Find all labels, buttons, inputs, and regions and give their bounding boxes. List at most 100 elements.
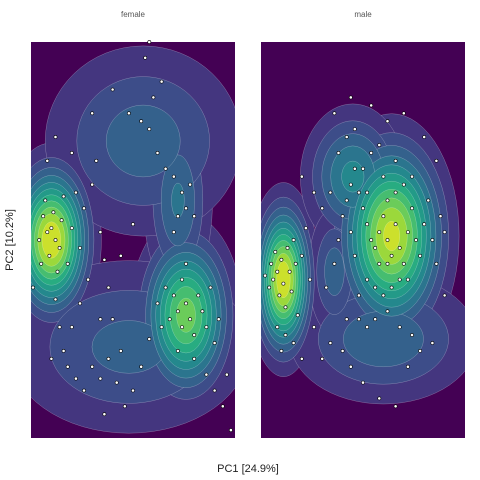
data-point bbox=[98, 317, 103, 322]
data-point bbox=[344, 135, 349, 139]
data-point bbox=[291, 341, 296, 345]
data-point bbox=[155, 301, 160, 306]
data-point bbox=[275, 269, 280, 274]
data-point bbox=[365, 222, 370, 227]
data-point bbox=[397, 277, 402, 282]
data-point bbox=[271, 277, 276, 282]
data-point bbox=[273, 249, 278, 254]
data-point bbox=[332, 261, 337, 266]
data-point bbox=[410, 174, 414, 179]
data-point bbox=[171, 230, 176, 235]
density-contour-level-3-peak-3 bbox=[105, 104, 181, 178]
facet-panel-female bbox=[31, 40, 235, 438]
data-point bbox=[393, 404, 398, 409]
data-point bbox=[163, 166, 168, 171]
data-point bbox=[365, 190, 370, 195]
data-point bbox=[442, 230, 447, 235]
facet-label-male: male bbox=[354, 10, 372, 19]
data-point bbox=[275, 325, 280, 330]
data-point bbox=[414, 238, 418, 242]
data-point bbox=[289, 289, 294, 294]
data-point bbox=[180, 190, 184, 195]
data-point bbox=[348, 95, 353, 100]
data-point bbox=[283, 305, 288, 310]
data-point bbox=[299, 174, 304, 179]
data-point bbox=[320, 356, 325, 361]
data-point bbox=[405, 230, 410, 235]
data-point bbox=[426, 198, 431, 203]
data-point bbox=[361, 380, 365, 385]
data-point bbox=[365, 325, 370, 330]
data-point bbox=[410, 333, 414, 337]
data-point bbox=[361, 166, 365, 171]
data-point bbox=[393, 190, 398, 195]
data-point bbox=[200, 309, 205, 314]
data-point bbox=[344, 198, 349, 203]
facet-label-female: female bbox=[121, 10, 146, 19]
data-point bbox=[118, 348, 123, 353]
data-point bbox=[303, 226, 308, 231]
data-point bbox=[163, 285, 168, 290]
data-point bbox=[308, 277, 312, 282]
density-contour-level-9-peak-1 bbox=[176, 297, 196, 333]
data-point bbox=[74, 190, 78, 195]
density-contour-level-5-peak-2 bbox=[341, 160, 365, 193]
data-point bbox=[220, 404, 225, 409]
data-point bbox=[78, 245, 82, 250]
data-point bbox=[175, 214, 180, 219]
data-point bbox=[405, 364, 410, 369]
data-point bbox=[348, 364, 353, 369]
data-point bbox=[90, 182, 95, 187]
data-point bbox=[180, 325, 184, 330]
data-point bbox=[53, 238, 58, 242]
data-point bbox=[57, 245, 62, 250]
data-point bbox=[324, 285, 329, 290]
data-point bbox=[69, 325, 74, 330]
data-point bbox=[340, 348, 345, 353]
data-point bbox=[139, 364, 144, 369]
data-point bbox=[389, 285, 394, 290]
data-point bbox=[385, 198, 390, 203]
data-point bbox=[131, 388, 135, 393]
data-point bbox=[184, 261, 188, 266]
data-point bbox=[299, 253, 304, 258]
data-point bbox=[393, 158, 398, 163]
data-point bbox=[55, 269, 60, 274]
data-point bbox=[291, 238, 296, 242]
data-point bbox=[418, 348, 423, 353]
data-point bbox=[102, 412, 107, 417]
data-point bbox=[279, 257, 284, 262]
data-point bbox=[299, 356, 304, 361]
data-point bbox=[283, 333, 288, 337]
data-point bbox=[122, 404, 127, 409]
density-contour-level-4-peak-2 bbox=[171, 182, 185, 218]
data-point bbox=[78, 301, 82, 306]
data-point bbox=[377, 261, 382, 266]
data-point bbox=[188, 317, 193, 322]
data-point bbox=[90, 364, 95, 369]
data-points bbox=[31, 40, 233, 433]
data-point bbox=[287, 269, 292, 274]
density-contour-level-11-peak-1 bbox=[383, 220, 401, 252]
data-point bbox=[295, 313, 300, 318]
data-point bbox=[31, 285, 35, 290]
data-point bbox=[192, 214, 197, 219]
data-point bbox=[385, 238, 390, 242]
data-point bbox=[45, 158, 50, 163]
data-point bbox=[167, 317, 172, 322]
data-point bbox=[45, 230, 50, 235]
density-contour-level-11-peak-0 bbox=[276, 261, 291, 299]
data-point bbox=[328, 341, 333, 345]
data-point bbox=[151, 95, 156, 100]
data-point bbox=[57, 325, 62, 330]
data-point bbox=[405, 277, 410, 282]
data-point bbox=[277, 293, 282, 298]
data-point bbox=[114, 380, 119, 385]
data-point bbox=[389, 253, 394, 258]
data-point bbox=[385, 261, 390, 266]
data-point bbox=[285, 245, 290, 250]
data-point bbox=[43, 198, 48, 203]
y-axis-title: PC2 [10.2%] bbox=[4, 209, 16, 271]
data-point bbox=[434, 158, 439, 163]
